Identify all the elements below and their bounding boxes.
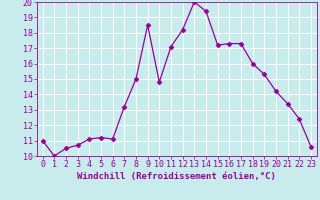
X-axis label: Windchill (Refroidissement éolien,°C): Windchill (Refroidissement éolien,°C)	[77, 172, 276, 181]
